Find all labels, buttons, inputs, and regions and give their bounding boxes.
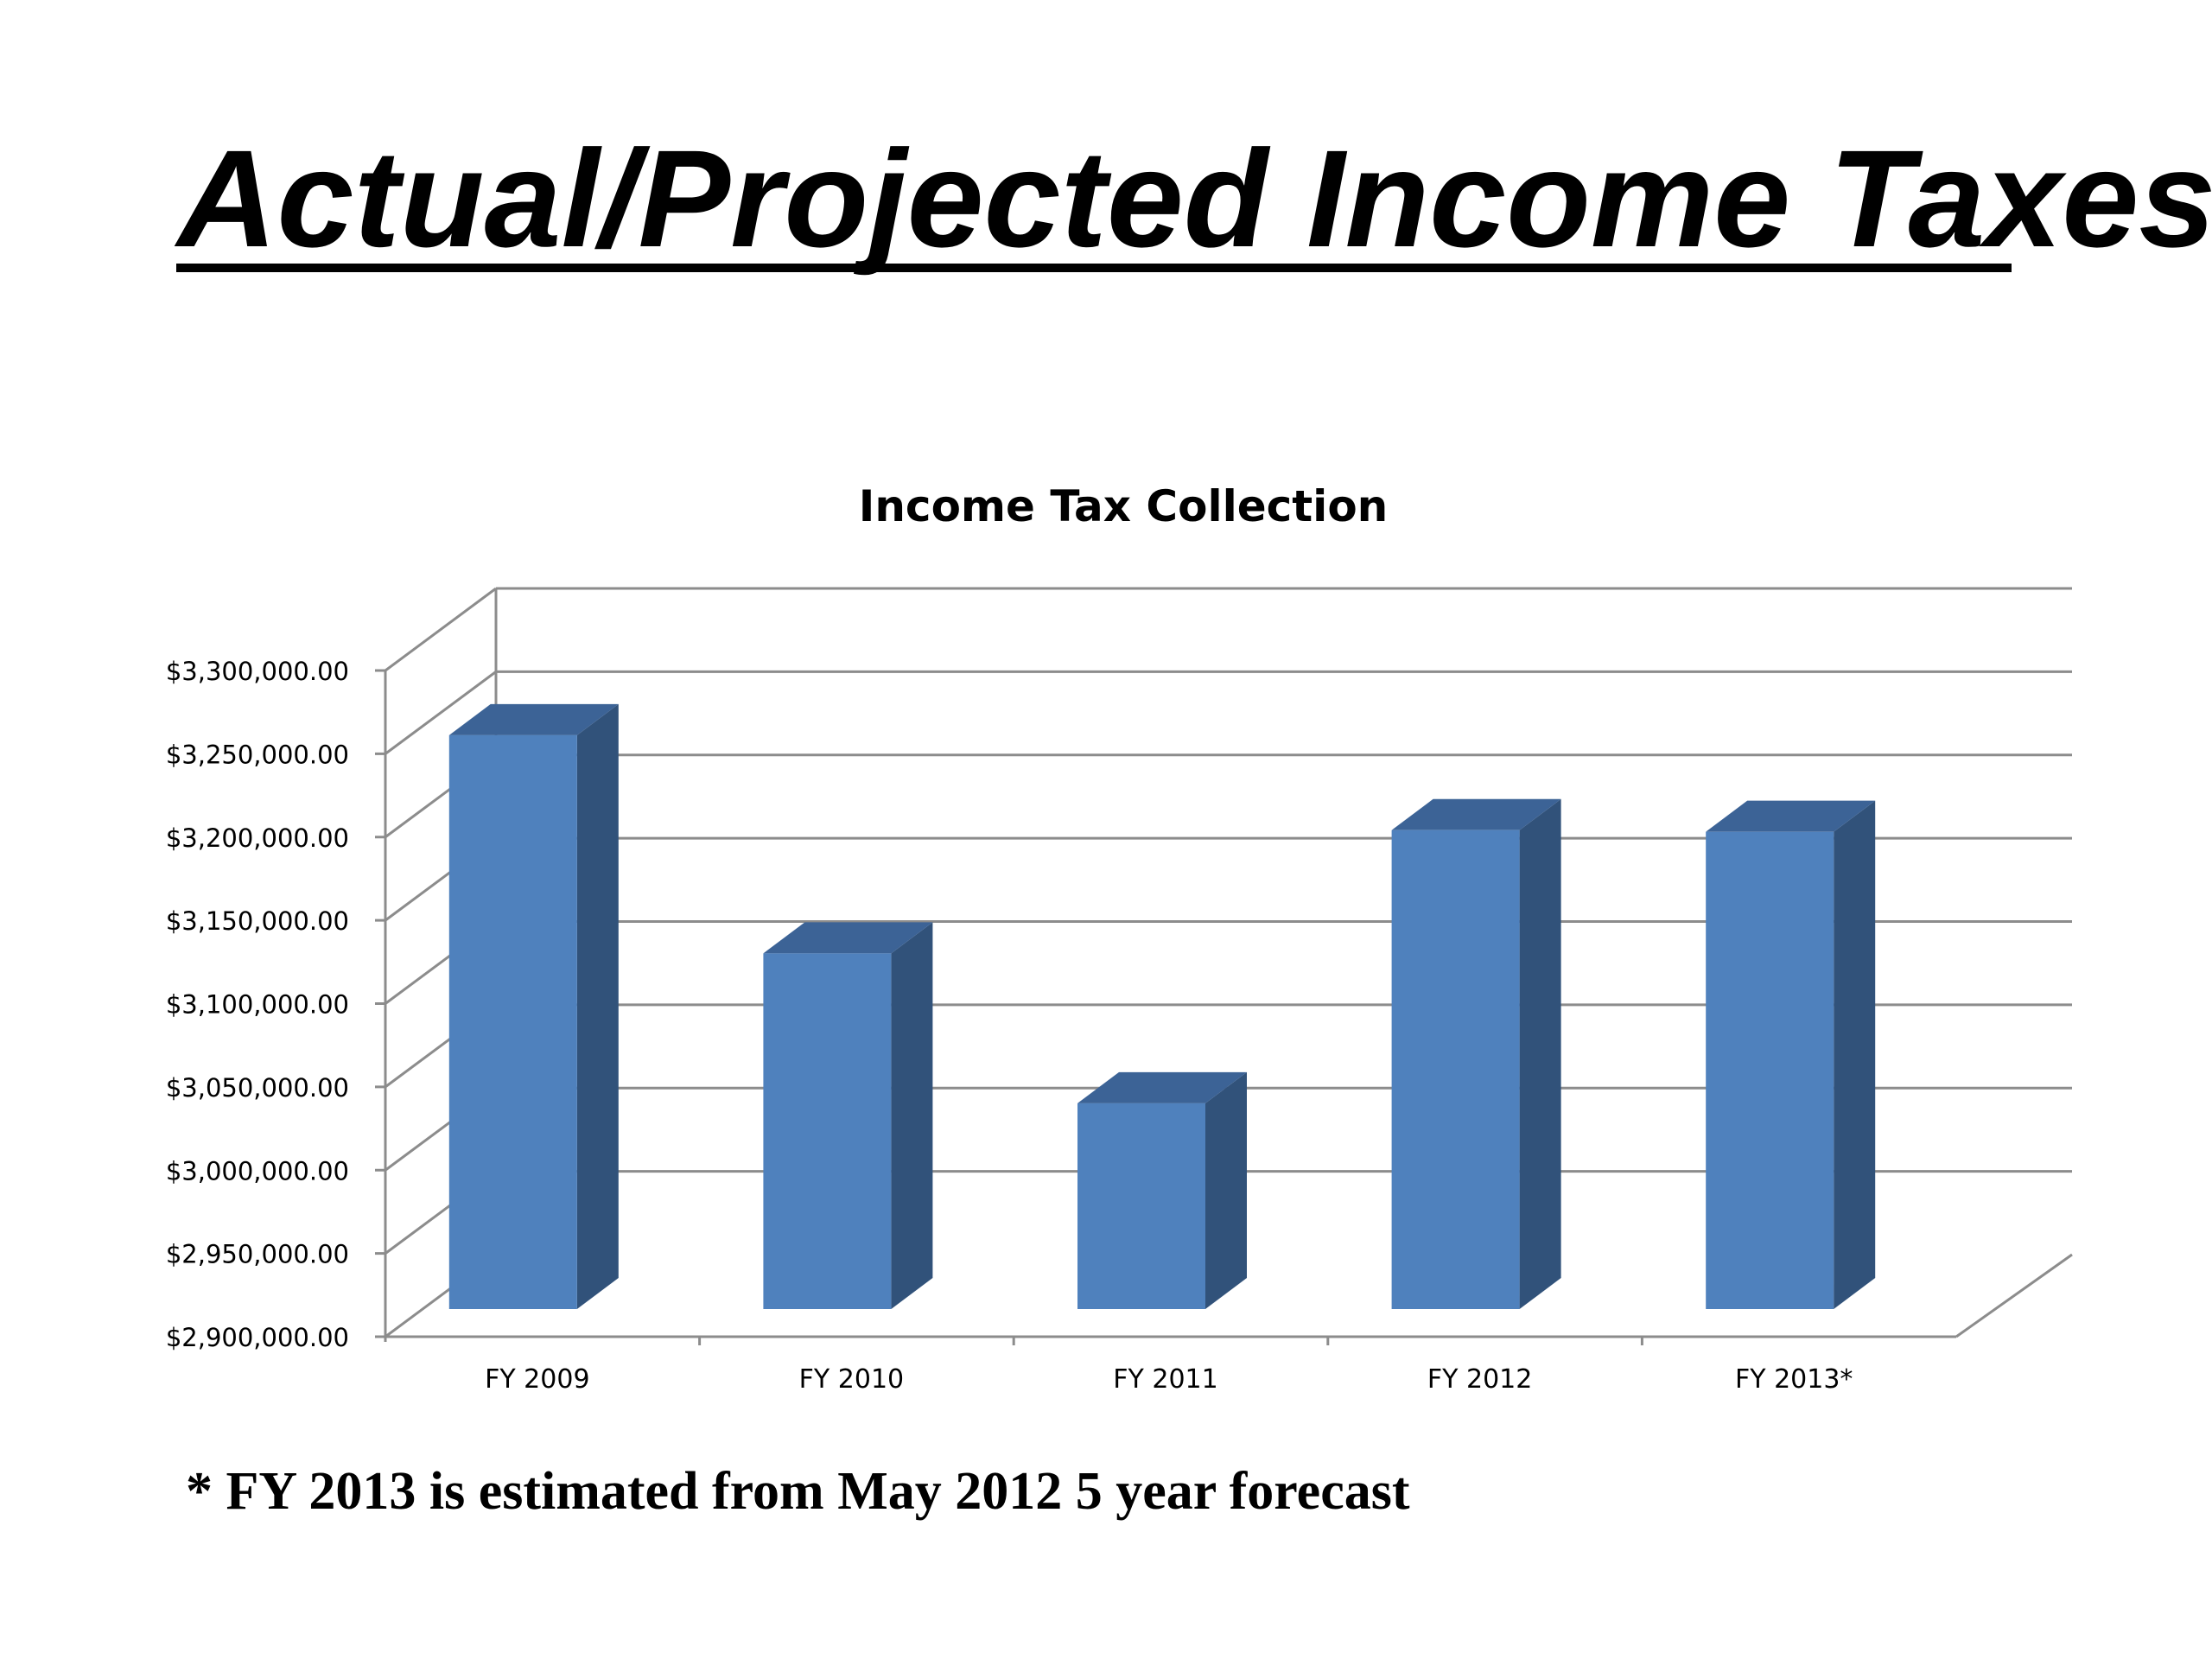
- y-tick-label: $3,150,000.00: [166, 906, 349, 936]
- bar-front: [1391, 830, 1520, 1309]
- bar-front: [763, 953, 892, 1309]
- y-tick-label: $3,250,000.00: [166, 740, 349, 769]
- chart-title: Income Tax Collection: [859, 481, 1389, 531]
- axis-layer: [375, 669, 1956, 1345]
- bar-front: [1077, 1103, 1205, 1309]
- bar: [763, 922, 933, 1309]
- x-tick-label: FY 2009: [485, 1364, 589, 1395]
- x-tick-label: FY 2012: [1427, 1364, 1532, 1395]
- bar-side: [1834, 800, 1876, 1309]
- side-gridline: [385, 671, 497, 755]
- bar-top: [1391, 798, 1561, 830]
- bar: [1077, 1071, 1247, 1309]
- side-gridline: [385, 587, 497, 672]
- bar-top: [763, 922, 933, 954]
- x-tick-label: FY 2011: [1113, 1364, 1217, 1395]
- bar-side: [1205, 1071, 1247, 1309]
- y-tick-label: $3,050,000.00: [166, 1073, 349, 1103]
- bar-top: [448, 703, 619, 735]
- y-tick-label: $3,300,000.00: [166, 657, 349, 686]
- slide-title: Actual/Projected Income Taxes: [177, 121, 2212, 276]
- bar-front: [1706, 831, 1834, 1309]
- y-tick-labels: $2,900,000.00 $2,950,000.00 $3,000,000.00 $…: [166, 657, 349, 1352]
- y-tick-label: $2,900,000.00: [166, 1323, 349, 1352]
- bar-side: [576, 703, 619, 1309]
- bars-layer: [448, 703, 1876, 1309]
- x-tick-label: FY 2013*: [1735, 1364, 1853, 1395]
- title-underline: [176, 264, 2012, 272]
- floor-edge: [1955, 1253, 2073, 1338]
- footnote: * FY 2013 is estimated from May 2012 5 y…: [186, 1462, 1410, 1521]
- bar: [448, 703, 619, 1309]
- y-tick-label: $3,100,000.00: [166, 990, 349, 1020]
- bar: [1391, 798, 1561, 1309]
- y-tick-label: $3,000,000.00: [166, 1156, 349, 1185]
- bar-side: [891, 922, 933, 1309]
- bar-front: [448, 734, 577, 1309]
- y-tick-label: $2,950,000.00: [166, 1240, 349, 1269]
- bar-top: [1077, 1071, 1247, 1103]
- bar-side: [1519, 798, 1561, 1309]
- bar: [1706, 800, 1876, 1309]
- bar-top: [1706, 800, 1876, 832]
- x-tick-label: FY 2010: [799, 1364, 904, 1395]
- x-tick-labels: FY 2009 FY 2010 FY 2011 FY 2012 FY 2013*: [485, 1364, 1853, 1395]
- y-tick-label: $3,200,000.00: [166, 823, 349, 853]
